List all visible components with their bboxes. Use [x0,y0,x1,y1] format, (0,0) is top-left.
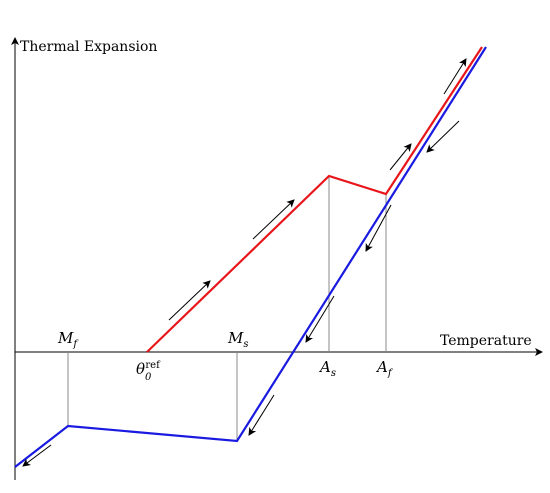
label-mf: Mf [57,329,79,350]
label-ms: Ms [227,329,249,350]
cooling-arrow-4 [248,394,275,436]
label-theta-ref: θ0ref [136,360,161,383]
cooling-arrow-3 [305,295,335,343]
cooling-arrow-2 [365,204,392,252]
heating-arrow-3 [389,143,412,171]
cooling-arrow-1 [426,120,460,153]
label-af: Af [375,358,394,379]
cooling-curve [14,46,487,468]
heating-curve [146,46,483,353]
label-as: As [318,358,336,379]
y-axis-label: Thermal Expansion [20,39,157,55]
heating-arrow-1 [168,280,211,321]
heating-arrow-4 [443,58,467,95]
heating-arrow-2 [252,199,295,240]
x-axis-label: Temperature [440,333,532,349]
cooling-arrow-5 [22,444,52,467]
